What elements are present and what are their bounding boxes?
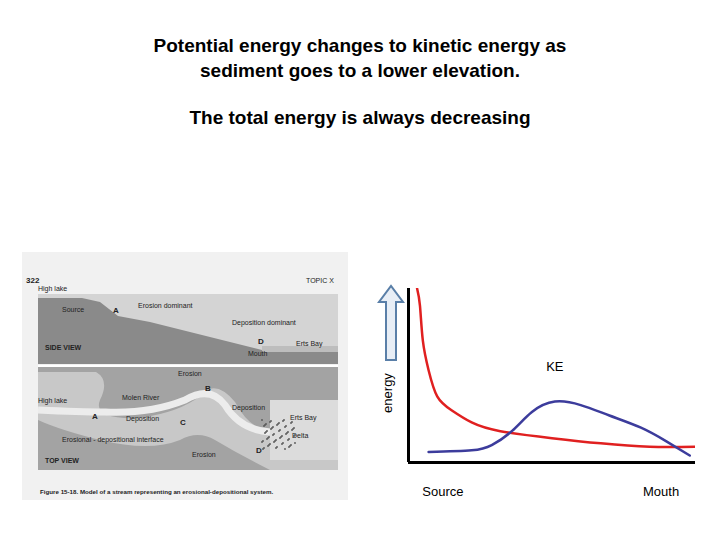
svg-text:Erosion dominant: Erosion dominant (138, 302, 193, 309)
svg-text:Erts Bay: Erts Bay (296, 340, 323, 348)
svg-text:Erts Bay: Erts Bay (290, 414, 317, 422)
svg-text:D: D (258, 337, 264, 346)
svg-text:322: 322 (26, 276, 40, 285)
svg-text:Mouth: Mouth (248, 350, 268, 357)
svg-text:Delta: Delta (292, 432, 308, 439)
svg-text:Erosion: Erosion (178, 370, 202, 377)
svg-text:energy: energy (380, 373, 395, 413)
svg-text:A: A (92, 412, 98, 421)
svg-text:High lake: High lake (38, 285, 67, 293)
svg-text:Erosional - depositional inter: Erosional - depositional interface (62, 436, 164, 444)
svg-text:Deposition dominant: Deposition dominant (232, 319, 296, 327)
svg-text:SIDE VIEW: SIDE VIEW (45, 344, 82, 351)
svg-text:Source: Source (422, 484, 463, 499)
svg-text:Mouth: Mouth (643, 484, 679, 499)
html-text:The total energy is always dec: The total energy is always decreasing (189, 107, 531, 128)
svg-text:D: D (256, 446, 262, 455)
svg-text:Erosion: Erosion (192, 451, 216, 458)
svg-text:A: A (113, 306, 119, 315)
html-text:Potential energy changes to ki: Potential energy changes to kinetic ener… (153, 35, 567, 56)
svg-text:High lake: High lake (38, 397, 67, 405)
svg-text:Molen River: Molen River (122, 394, 160, 401)
svg-text:Deposition: Deposition (232, 404, 265, 412)
html-text:sediment goes to a lower eleva: sediment goes to a lower elevation. (200, 60, 520, 81)
svg-text:TOP VIEW: TOP VIEW (45, 457, 79, 464)
svg-text:TOPIC X: TOPIC X (306, 277, 334, 284)
svg-text:C: C (180, 418, 186, 427)
svg-text:B: B (205, 384, 211, 393)
svg-text:Figure 15-18. Model of a strea: Figure 15-18. Model of a stream represen… (40, 488, 273, 495)
svg-text:Source: Source (62, 306, 84, 313)
svg-text:KE: KE (546, 359, 564, 374)
svg-text:Deposition: Deposition (126, 415, 159, 423)
